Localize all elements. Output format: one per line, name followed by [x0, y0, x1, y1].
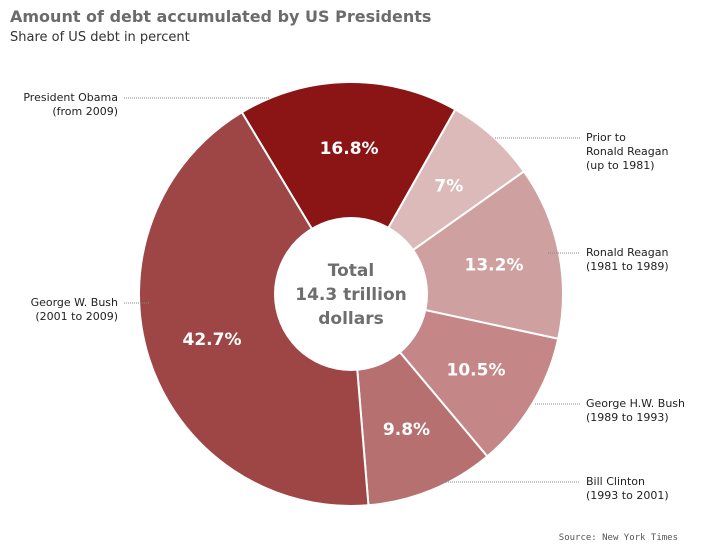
pie-slice-george-w-bush: [138, 110, 370, 507]
slice-value-label: 42.7%: [183, 330, 242, 350]
donut-hole: [274, 217, 428, 371]
slice-category-label: (1981 to 1989): [586, 260, 669, 273]
slice-category-label: Ronald Reagan: [586, 145, 669, 158]
pie-slice-president-obama: [240, 81, 457, 296]
slice-category-label: (1989 to 1993): [586, 411, 669, 424]
slice-category-label: (1993 to 2001): [586, 489, 669, 502]
center-total-line: dollars: [318, 309, 383, 329]
slice-category-label: (up to 1981): [586, 159, 655, 172]
slice-value-label: 16.8%: [320, 139, 379, 159]
slice-category-label: Prior to: [586, 131, 626, 144]
source-note: Source: New York Times: [558, 533, 678, 543]
slice-category-label: Bill Clinton: [586, 475, 645, 488]
slice-category-label: (2001 to 2009): [35, 310, 118, 323]
slice-category-label: Ronald Reagan: [586, 246, 669, 259]
slice-value-label: 10.5%: [447, 360, 506, 380]
slice-value-label: 13.2%: [465, 256, 524, 276]
center-total-line: 14.3 trillion: [295, 285, 406, 305]
center-total-line: Total: [328, 261, 374, 281]
chart-title: Amount of debt accumulated by US Preside…: [10, 7, 432, 26]
slice-category-label: President Obama: [23, 91, 118, 104]
slice-category-label: George H.W. Bush: [586, 397, 685, 410]
slice-value-label: 9.8%: [383, 420, 430, 440]
chart-subtitle: Share of US debt in percent: [10, 30, 190, 45]
slice-category-label: George W. Bush: [31, 296, 118, 309]
slice-category-label: (from 2009): [52, 105, 118, 118]
slice-value-label: 7%: [434, 177, 463, 197]
